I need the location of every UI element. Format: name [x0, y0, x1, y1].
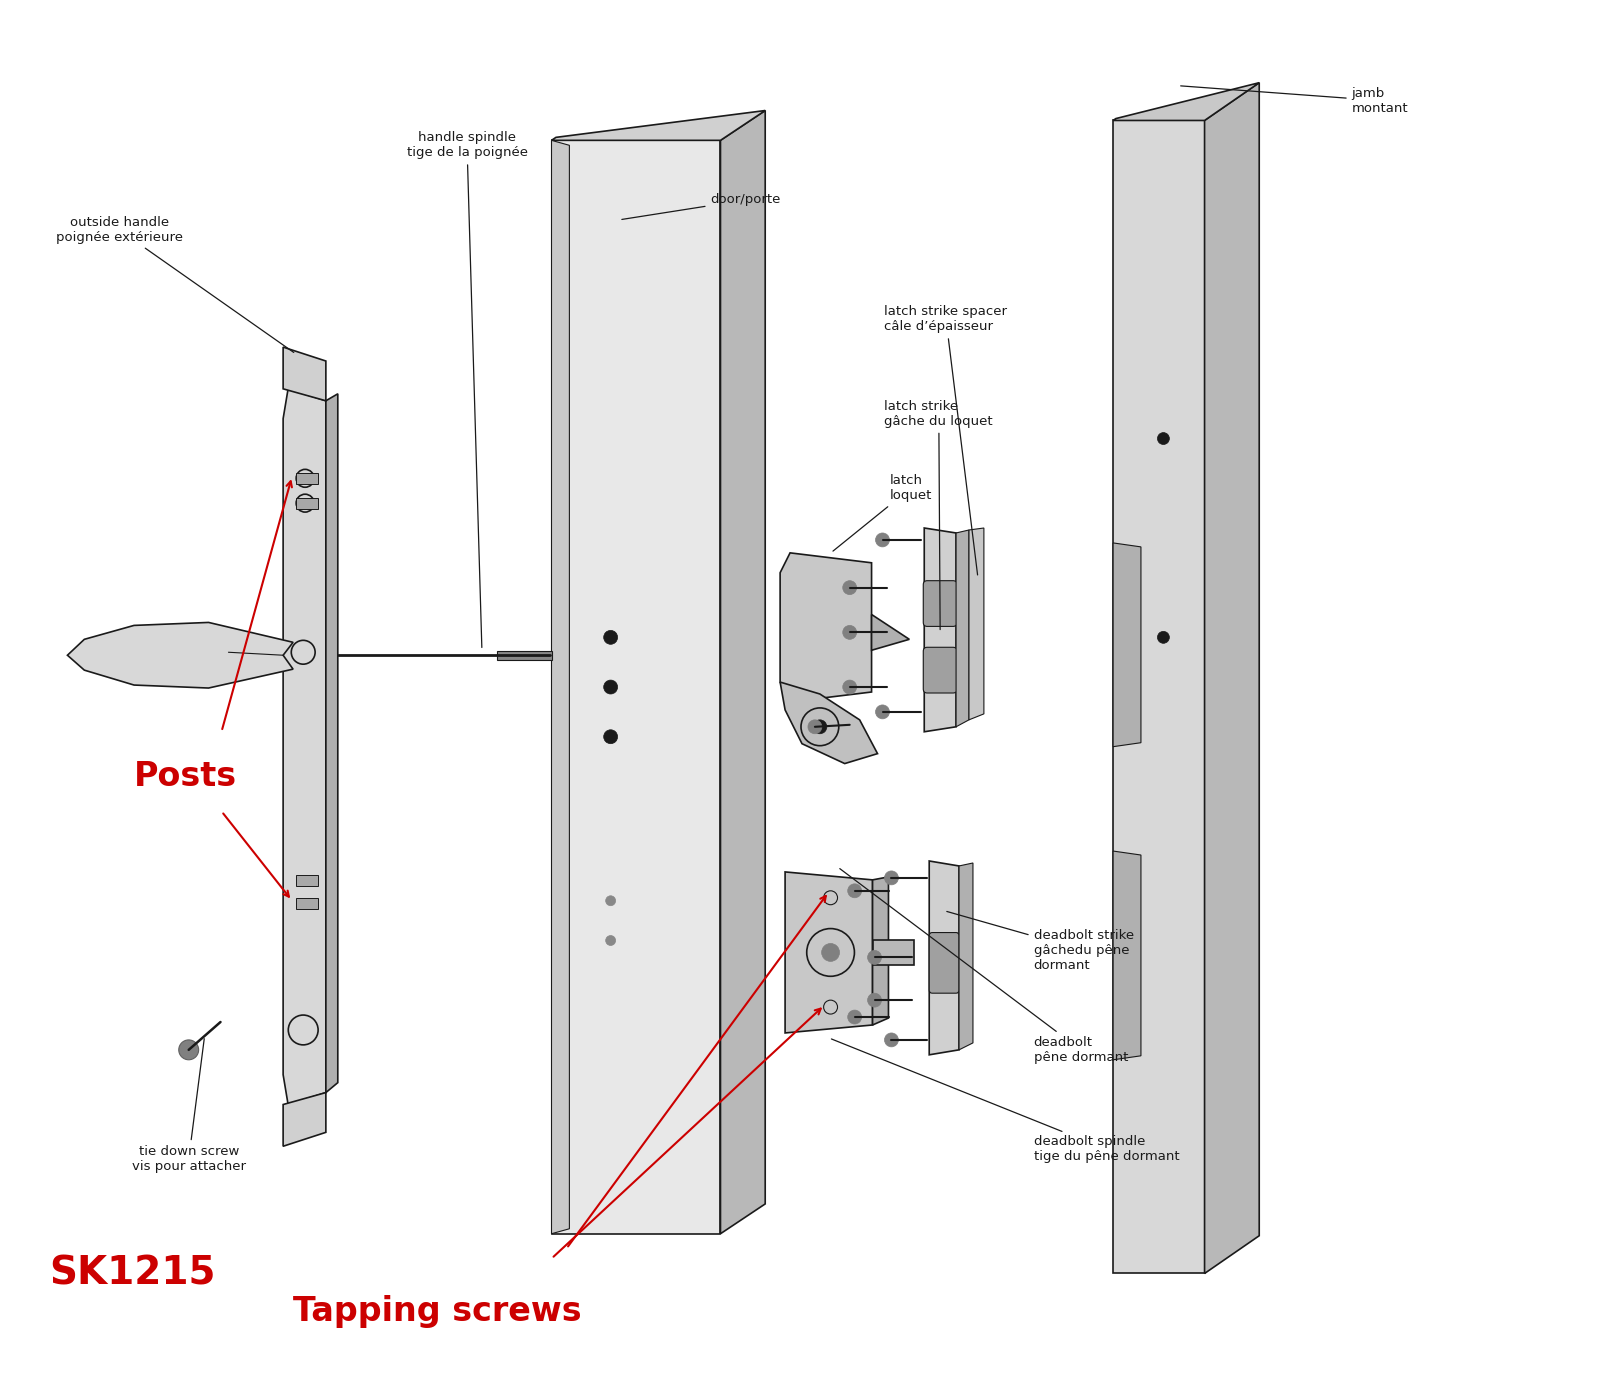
Polygon shape: [958, 863, 973, 1050]
Text: SK1215: SK1215: [50, 1254, 216, 1293]
Polygon shape: [296, 875, 318, 886]
Circle shape: [603, 730, 618, 743]
Circle shape: [808, 720, 822, 734]
Circle shape: [606, 936, 616, 946]
Circle shape: [848, 884, 862, 897]
Polygon shape: [296, 899, 318, 910]
Circle shape: [1157, 433, 1170, 444]
Circle shape: [1157, 631, 1170, 644]
Text: door/porte: door/porte: [622, 193, 781, 219]
Polygon shape: [283, 388, 326, 1104]
Polygon shape: [872, 614, 909, 651]
Text: latch strike spacer
câle d’épaisseur: latch strike spacer câle d’épaisseur: [885, 305, 1008, 576]
FancyBboxPatch shape: [930, 932, 958, 993]
Circle shape: [813, 720, 827, 734]
Text: deadbolt
pêne dormant: deadbolt pêne dormant: [840, 868, 1128, 1064]
Polygon shape: [283, 1093, 326, 1146]
Polygon shape: [296, 473, 318, 484]
Polygon shape: [1114, 542, 1141, 746]
Polygon shape: [283, 347, 326, 401]
Polygon shape: [970, 528, 984, 720]
Polygon shape: [786, 872, 872, 1033]
Circle shape: [885, 1033, 899, 1047]
Polygon shape: [1114, 83, 1259, 121]
Circle shape: [843, 581, 856, 595]
Circle shape: [875, 705, 890, 718]
FancyBboxPatch shape: [923, 648, 957, 694]
FancyBboxPatch shape: [923, 581, 957, 627]
Circle shape: [603, 680, 618, 694]
Circle shape: [843, 680, 856, 694]
Polygon shape: [930, 861, 958, 1056]
Text: latch strike
gâche du loquet: latch strike gâche du loquet: [885, 399, 994, 630]
Circle shape: [867, 993, 882, 1007]
Polygon shape: [957, 530, 970, 727]
Text: tie down screw
vis pour attacher: tie down screw vis pour attacher: [131, 1039, 246, 1173]
Polygon shape: [781, 682, 877, 764]
Polygon shape: [781, 553, 872, 702]
Text: deadbolt strike
gâchedu pêne
dormant: deadbolt strike gâchedu pêne dormant: [947, 911, 1134, 972]
Text: latch
loquet: latch loquet: [834, 474, 931, 551]
Polygon shape: [296, 498, 318, 509]
Polygon shape: [1205, 83, 1259, 1273]
Polygon shape: [498, 651, 552, 660]
Text: jamb
montant: jamb montant: [1181, 86, 1408, 115]
Text: Tapping screws: Tapping screws: [293, 1295, 581, 1327]
Circle shape: [822, 943, 840, 961]
Circle shape: [885, 871, 899, 885]
Polygon shape: [1114, 852, 1141, 1060]
Circle shape: [179, 1040, 198, 1060]
Polygon shape: [720, 111, 765, 1233]
Polygon shape: [872, 939, 914, 965]
Polygon shape: [1114, 121, 1205, 1273]
Polygon shape: [552, 111, 765, 140]
Polygon shape: [326, 394, 338, 1093]
Polygon shape: [925, 528, 957, 732]
Polygon shape: [552, 140, 720, 1233]
Text: outside handle
poignée extérieure: outside handle poignée extérieure: [56, 216, 294, 352]
Text: deadbolt spindle
tige du pêne dormant: deadbolt spindle tige du pêne dormant: [832, 1039, 1179, 1164]
Polygon shape: [872, 877, 888, 1025]
Circle shape: [848, 1010, 862, 1024]
Circle shape: [606, 896, 616, 906]
Circle shape: [603, 630, 618, 645]
Polygon shape: [552, 140, 570, 1233]
Text: handle spindle
tige de la poignée: handle spindle tige de la poignée: [406, 132, 528, 648]
Circle shape: [867, 950, 882, 964]
Text: Posts: Posts: [134, 760, 237, 793]
Circle shape: [843, 626, 856, 639]
Polygon shape: [67, 623, 293, 688]
Circle shape: [875, 533, 890, 546]
